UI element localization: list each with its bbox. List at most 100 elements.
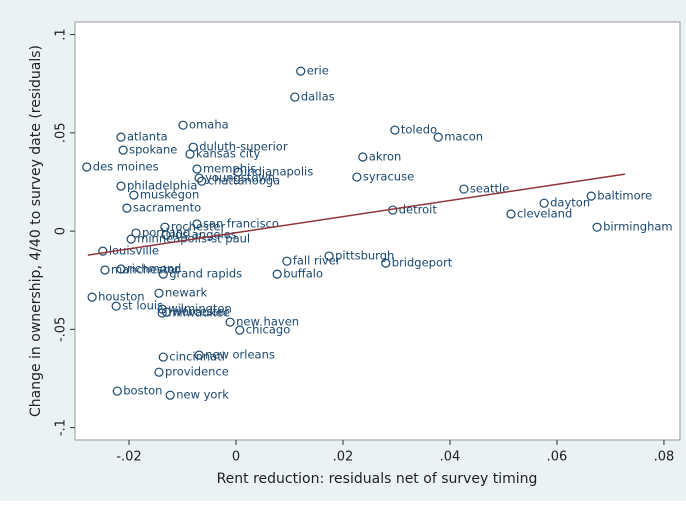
point-label: des moines [93, 160, 159, 174]
x-tick-label: .06 [547, 450, 568, 465]
point-label: erie [307, 64, 329, 78]
point-label: manchester [111, 263, 180, 277]
point-label: new haven [236, 315, 299, 329]
point [129, 190, 139, 200]
point-label: toledo [401, 123, 437, 137]
point-label: memphis [203, 161, 256, 175]
fit-line [87, 173, 626, 256]
point [161, 230, 171, 240]
point-label: duluth-superior [199, 140, 288, 154]
point [352, 172, 362, 182]
point [192, 164, 202, 174]
point [381, 258, 391, 268]
point-label: omaha [189, 118, 229, 132]
point-label: cleveland [517, 207, 572, 221]
point-label: richmond [127, 262, 181, 276]
point-label: newark [165, 286, 208, 300]
point [158, 269, 168, 279]
point-label: sacramento [133, 201, 201, 215]
point [131, 228, 141, 238]
point [185, 149, 195, 159]
point [506, 209, 516, 219]
point [157, 308, 167, 318]
point-label: akron [369, 150, 402, 164]
point-label: houston [98, 290, 144, 304]
x-tick-label: .02 [333, 450, 354, 465]
point-label: macon [444, 130, 483, 144]
point-label: new orleans [205, 348, 275, 362]
point-label: seattle [470, 182, 509, 196]
point [116, 264, 126, 274]
point-label: worcester [172, 305, 229, 319]
point [161, 307, 172, 317]
point [154, 288, 164, 298]
point-label: boston [123, 384, 162, 398]
point-label: atlanta [127, 130, 168, 144]
point [358, 152, 368, 162]
point [324, 251, 334, 261]
point-label: philadelphia [127, 179, 197, 193]
point [290, 92, 300, 102]
point [233, 167, 243, 177]
point [158, 352, 168, 362]
point-label: rochester [171, 220, 226, 234]
point-label: st louis [122, 299, 163, 313]
point [122, 203, 132, 213]
point [539, 198, 549, 208]
point-label: grand rapids [169, 267, 242, 281]
point [165, 390, 175, 400]
point [296, 66, 306, 76]
point-label: providence [165, 365, 229, 379]
point [235, 325, 245, 335]
point [116, 132, 126, 142]
point [111, 301, 121, 311]
point-label: pittsburgh [335, 249, 394, 263]
x-tick-label: .08 [654, 450, 675, 465]
point [592, 222, 602, 232]
point-label: louisville [109, 244, 159, 258]
point [272, 269, 282, 279]
y-tick-label: -.1 [54, 419, 69, 436]
point-label: dayton [550, 196, 590, 210]
point [194, 350, 204, 360]
point-label: indianapolis [244, 165, 313, 179]
y-tick-label: .05 [54, 122, 69, 143]
point [98, 246, 108, 256]
point [192, 219, 202, 229]
point-label: los angeles [172, 228, 237, 242]
point-label: milwaukee [168, 306, 230, 320]
point [82, 162, 92, 172]
point [586, 191, 596, 201]
point [154, 367, 164, 377]
point-label: cincinnati [169, 350, 225, 364]
point [433, 132, 443, 142]
y-tick-label: 0 [54, 227, 69, 235]
point-label: chicago [246, 323, 291, 337]
x-axis-title: Rent reduction: residuals net of survey … [217, 471, 538, 487]
point-label: san francisco [203, 217, 279, 231]
y-axis-title: Change in ownership, 4/40 to survey date… [28, 45, 44, 417]
point [100, 265, 110, 275]
point-label: muskegon [140, 188, 199, 202]
plot-area [74, 21, 681, 441]
point [112, 386, 122, 396]
point-label: birmingham [603, 220, 673, 234]
point-label: baltimore [597, 189, 652, 203]
point [225, 317, 235, 327]
point [178, 120, 188, 130]
x-tick-label: .04 [440, 450, 461, 465]
point [126, 234, 136, 244]
point [390, 125, 400, 135]
point-label: new york [176, 388, 229, 402]
point-label: youngstown [205, 171, 275, 185]
point-label: dallas [301, 90, 335, 104]
point [87, 292, 97, 302]
point [459, 184, 469, 194]
y-tick-label: -.05 [54, 317, 69, 342]
point-label: portland [142, 226, 190, 240]
point [194, 173, 204, 183]
point-label: kansas city [196, 147, 261, 161]
point [116, 181, 126, 191]
